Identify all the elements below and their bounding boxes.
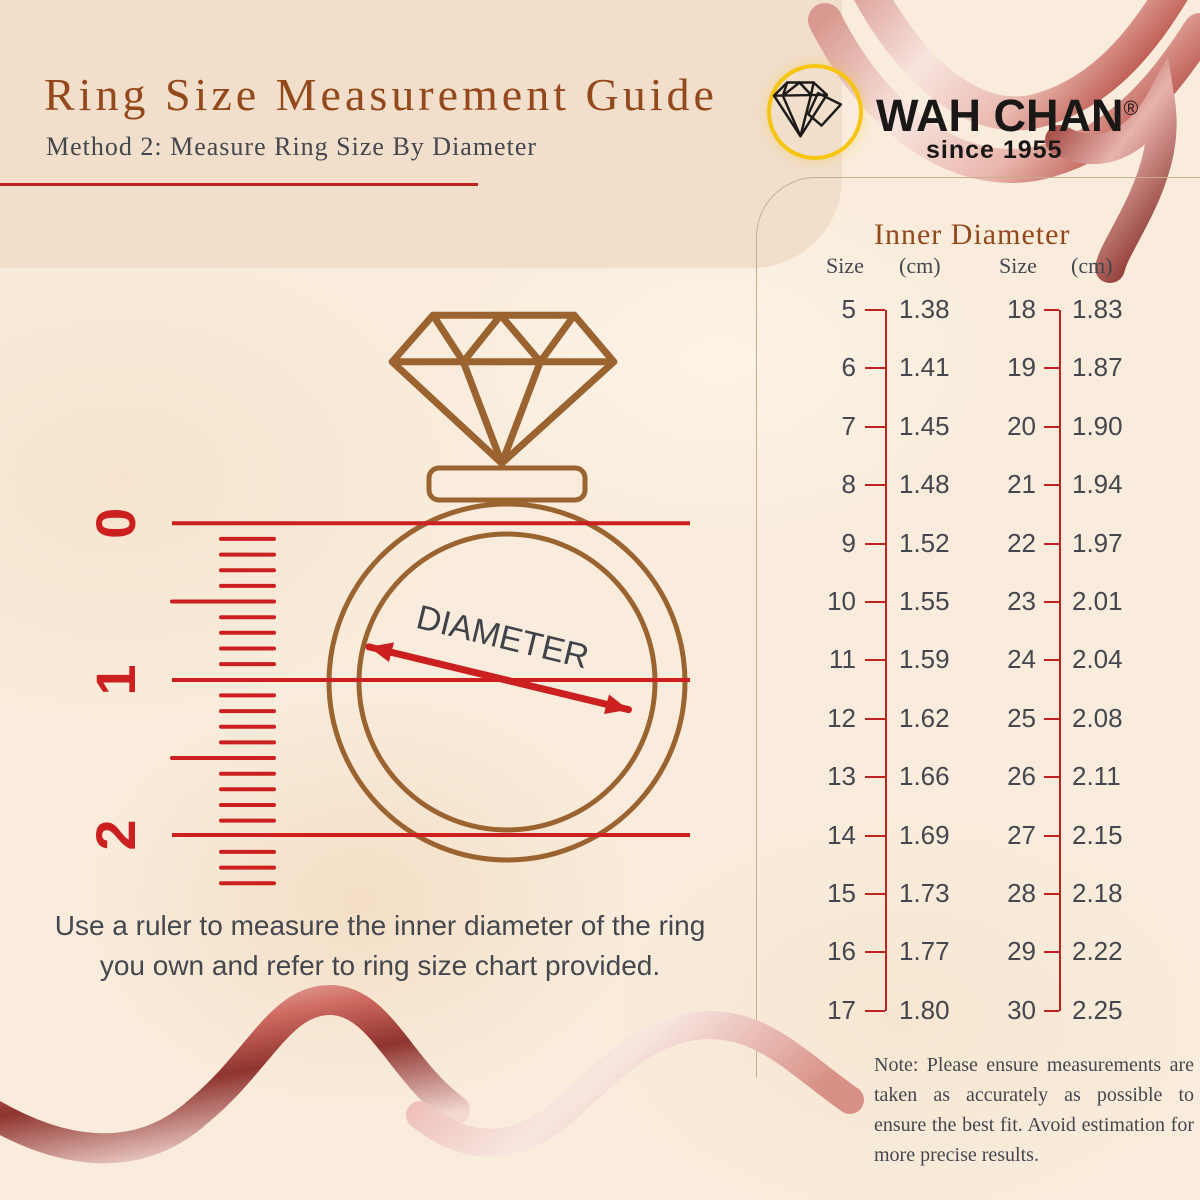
svg-text:1: 1 — [84, 664, 147, 695]
svg-text:0: 0 — [84, 508, 147, 539]
svg-text:2: 2 — [84, 819, 147, 850]
